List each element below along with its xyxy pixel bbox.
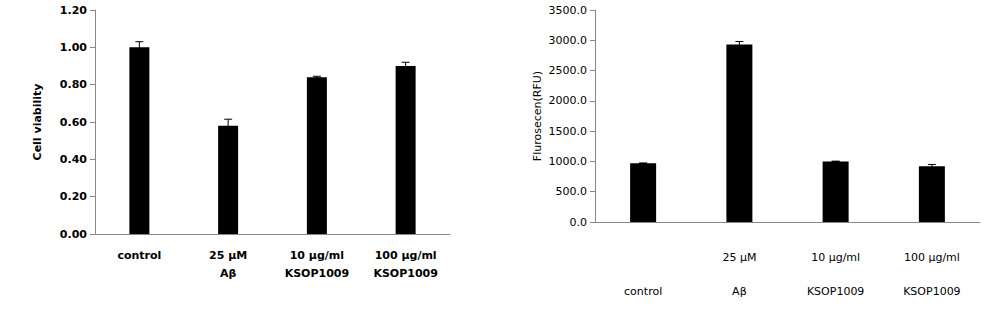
svg-text:3500.0: 3500.0 [549, 4, 588, 17]
svg-text:KSOP1009: KSOP1009 [903, 285, 960, 298]
svg-text:0.00: 0.00 [60, 228, 87, 241]
svg-text:1500.0: 1500.0 [549, 125, 588, 138]
svg-text:2000.0: 2000.0 [549, 94, 588, 107]
svg-text:25 μM: 25 μM [722, 251, 756, 264]
svg-text:0.40: 0.40 [60, 153, 87, 166]
svg-text:0.20: 0.20 [60, 190, 87, 203]
svg-text:10 μg/ml: 10 μg/ml [811, 251, 860, 264]
svg-text:3000.0: 3000.0 [549, 34, 588, 47]
svg-text:KSOP1009: KSOP1009 [285, 267, 349, 280]
svg-text:Flurosecen(RFU): Flurosecen(RFU) [531, 71, 544, 161]
svg-text:25 μM: 25 μM [209, 249, 247, 262]
svg-text:0.0: 0.0 [570, 216, 588, 229]
svg-text:2500.0: 2500.0 [549, 64, 588, 77]
svg-text:1.00: 1.00 [60, 41, 87, 54]
svg-text:KSOP1009: KSOP1009 [373, 267, 437, 280]
svg-text:500.0: 500.0 [556, 185, 588, 198]
svg-text:100 μg/ml: 100 μg/ml [904, 251, 960, 264]
svg-text:KSOP1009: KSOP1009 [807, 285, 864, 298]
svg-text:Cell viability: Cell viability [31, 84, 44, 161]
svg-text:1000.0: 1000.0 [549, 155, 588, 168]
svg-text:control: control [117, 249, 161, 262]
svg-text:Aβ: Aβ [732, 285, 747, 298]
svg-text:1.20: 1.20 [60, 4, 87, 17]
svg-text:100 μg/ml: 100 μg/ml [375, 249, 437, 262]
svg-text:control: control [624, 285, 662, 298]
svg-text:10 μg/ml: 10 μg/ml [290, 249, 344, 262]
svg-text:0.60: 0.60 [60, 116, 87, 129]
svg-text:0.80: 0.80 [60, 78, 87, 91]
svg-text:Aβ: Aβ [220, 267, 237, 280]
